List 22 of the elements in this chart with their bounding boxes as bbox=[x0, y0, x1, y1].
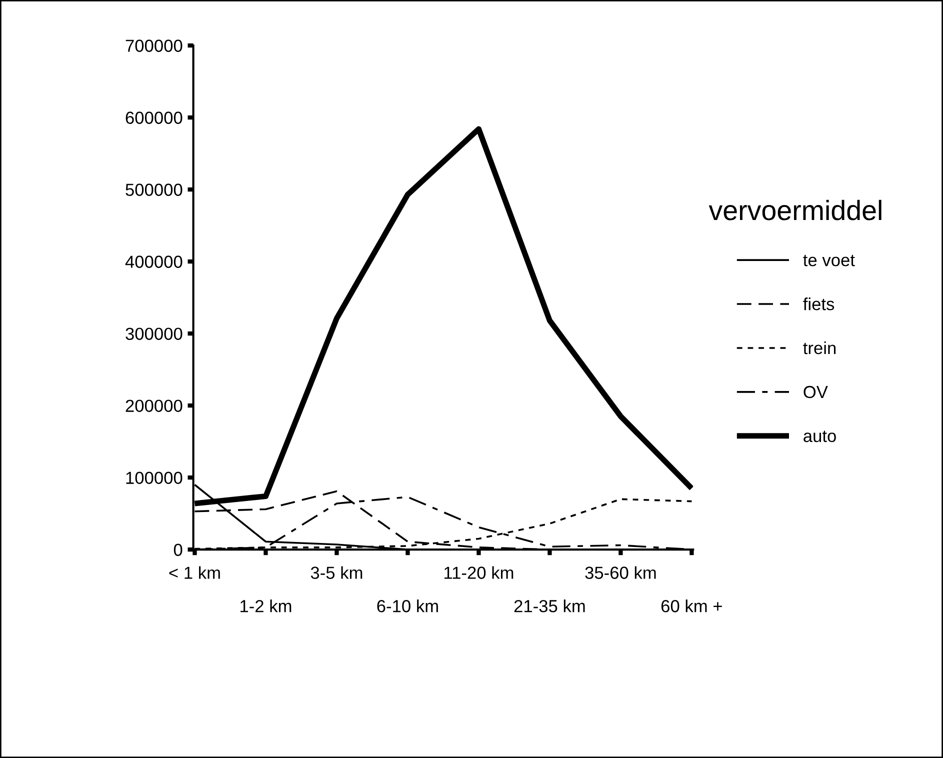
x-tick-label: 3-5 km bbox=[310, 566, 362, 579]
x-tick-label: 1-2 km bbox=[240, 600, 292, 612]
y-tick-label: 300000 bbox=[126, 328, 182, 340]
y-tick-label: 600000 bbox=[126, 112, 182, 124]
y-tick-label: 0 bbox=[174, 544, 182, 556]
y-tick-label: 500000 bbox=[126, 184, 182, 196]
y-tick-label: 200000 bbox=[126, 400, 182, 412]
x-tick-label: < 1 km bbox=[169, 566, 220, 579]
legend-label: OV bbox=[804, 386, 828, 398]
x-tick-label: 11-20 km bbox=[444, 566, 514, 579]
x-tick-label: 6-10 km bbox=[377, 600, 438, 612]
x-tick-label: 60 km + bbox=[661, 600, 722, 612]
legend-label: trein bbox=[803, 341, 836, 354]
legend-label: fiets bbox=[803, 298, 834, 310]
x-tick-label: 35-60 km bbox=[585, 566, 656, 579]
y-tick-label: 100000 bbox=[126, 472, 182, 484]
y-tick-label: 700000 bbox=[126, 40, 182, 52]
legend-label: auto bbox=[804, 430, 836, 442]
legend-title: vervoermiddel bbox=[708, 200, 882, 220]
x-tick-label: 21-35 km bbox=[514, 600, 585, 612]
y-tick-label: 400000 bbox=[125, 256, 182, 268]
legend-label: te voet bbox=[803, 254, 855, 266]
